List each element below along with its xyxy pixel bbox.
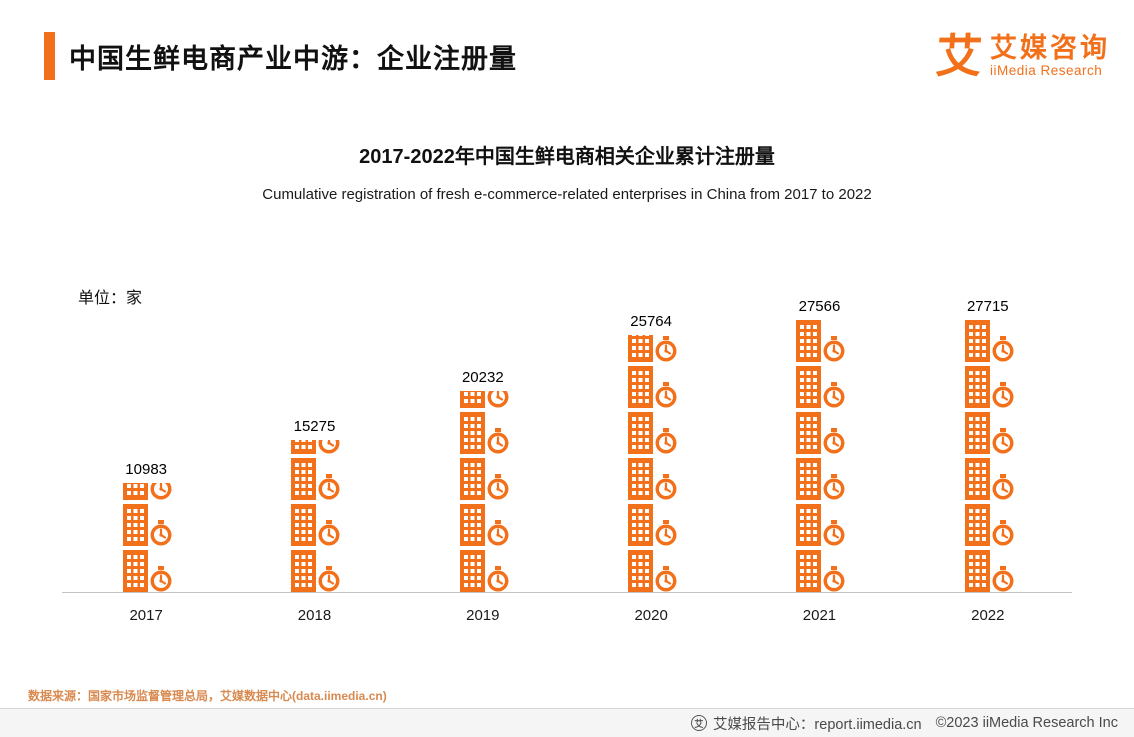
building-clock-icon bbox=[796, 320, 845, 362]
x-axis-label-2018: 2018 bbox=[297, 607, 332, 624]
building-clock-icon bbox=[459, 412, 509, 454]
building-clock-icon bbox=[291, 458, 340, 500]
bottom-bar: 艾 艾媒报告中心：report.iimedia.cn ©2023 iiMedia… bbox=[0, 708, 1134, 737]
building-clock-icon bbox=[628, 458, 677, 500]
icon-columns: 10983 15275 bbox=[62, 292, 1072, 592]
icon-stack bbox=[115, 483, 177, 592]
building-clock-icon bbox=[628, 335, 677, 362]
x-axis-label-2019: 2019 bbox=[466, 607, 500, 624]
partial-icon-clip bbox=[788, 320, 850, 362]
building-clock-icon bbox=[123, 504, 172, 546]
partial-icon-clip bbox=[452, 391, 514, 408]
chart-title: 2017-2022年中国生鲜电商相关企业累计注册量 bbox=[359, 146, 775, 168]
iimedia-logo-icon: 艾 bbox=[934, 30, 984, 82]
partial-icon-clip bbox=[620, 335, 682, 362]
building-clock-icon bbox=[459, 458, 509, 500]
report-center-icon: 艾 bbox=[690, 715, 707, 731]
chart-column-2022: 27715 bbox=[904, 292, 1072, 592]
building-clock-icon bbox=[796, 366, 845, 408]
chart-column-2019: 20232 bbox=[399, 292, 567, 592]
building-clock-icon bbox=[796, 504, 845, 546]
icon-stack bbox=[283, 440, 345, 592]
partial-icon-clip bbox=[115, 483, 177, 500]
building-clock-icon bbox=[964, 504, 1014, 546]
brand-name-cn: 艾媒咨询 bbox=[990, 32, 1110, 63]
building-clock-icon bbox=[964, 412, 1014, 454]
chart-column-2017: 10983 bbox=[62, 292, 230, 592]
report-center-link[interactable]: 艾媒报告中心：report.iimedia.cn bbox=[712, 716, 922, 733]
building-clock-icon bbox=[291, 550, 340, 592]
x-axis-labels: 2017 2018 2019 2020 2021 2022 bbox=[62, 593, 1072, 624]
value-label: 25764 bbox=[630, 313, 672, 330]
x-axis-line bbox=[62, 592, 1072, 593]
chart-column-2018: 15275 bbox=[230, 292, 398, 592]
pictogram-chart: 10983 15275 bbox=[62, 292, 1072, 624]
building-clock-icon bbox=[291, 504, 340, 546]
building-clock-icon bbox=[964, 550, 1014, 592]
unit-label: 单位：家 bbox=[78, 290, 143, 307]
building-clock-icon bbox=[459, 550, 509, 592]
chart-column-2020: 25764 bbox=[567, 292, 735, 592]
value-label: 15275 bbox=[293, 418, 336, 435]
x-axis-label-2020: 2020 bbox=[634, 607, 668, 624]
copyright-text: ©2023 iiMedia Research Inc bbox=[935, 715, 1118, 731]
building-clock-icon bbox=[628, 412, 677, 454]
x-axis-label-2022: 2022 bbox=[971, 607, 1005, 624]
icon-stack bbox=[620, 335, 682, 592]
header-accent-bar bbox=[44, 32, 55, 80]
building-clock-icon bbox=[964, 320, 1014, 362]
building-clock-icon bbox=[796, 458, 845, 500]
brand-name-en: iiMedia Research bbox=[990, 63, 1103, 79]
value-label: 27566 bbox=[798, 298, 841, 315]
building-clock-icon bbox=[459, 504, 509, 546]
building-clock-icon bbox=[291, 440, 340, 454]
icon-stack bbox=[957, 320, 1019, 592]
building-clock-icon bbox=[964, 366, 1014, 408]
page-title: 中国生鲜电商产业中游：企业注册量 bbox=[69, 43, 517, 74]
header: 中国生鲜电商产业中游：企业注册量 艾 艾媒咨询 iiMedia Research bbox=[44, 30, 1110, 82]
chart-header: 2017-2022年中国生鲜电商相关企业累计注册量 Cumulative reg… bbox=[0, 140, 1134, 203]
building-clock-icon bbox=[123, 483, 172, 500]
icon-stack bbox=[452, 391, 514, 592]
building-clock-icon bbox=[796, 412, 845, 454]
value-label: 10983 bbox=[125, 461, 168, 478]
chart-column-2021: 27566 bbox=[735, 292, 903, 592]
building-clock-icon bbox=[123, 550, 172, 592]
building-clock-icon bbox=[628, 550, 677, 592]
partial-icon-clip bbox=[283, 440, 345, 454]
chart-subtitle: Cumulative registration of fresh e-comme… bbox=[262, 186, 872, 203]
brand-logo: 艾 艾媒咨询 iiMedia Research bbox=[934, 30, 1110, 82]
x-axis-label-2017: 2017 bbox=[129, 607, 163, 624]
building-clock-icon bbox=[964, 458, 1014, 500]
value-label: 20232 bbox=[461, 369, 504, 386]
x-axis-label-2021: 2021 bbox=[802, 607, 837, 624]
value-label: 27715 bbox=[966, 298, 1009, 315]
building-clock-icon bbox=[796, 550, 845, 592]
building-clock-icon bbox=[459, 391, 509, 408]
building-clock-icon bbox=[628, 504, 677, 546]
icon-stack bbox=[788, 320, 850, 592]
data-source: 数据来源：国家市场监督管理总局，艾媒数据中心(data.iimedia.cn) bbox=[28, 689, 387, 703]
building-clock-icon bbox=[628, 366, 677, 408]
